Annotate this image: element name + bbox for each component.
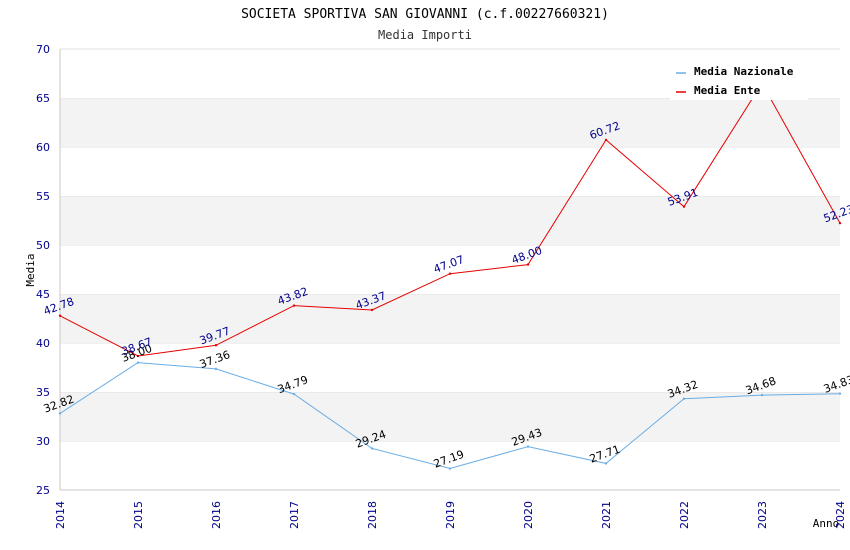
- y-tick-label: 50: [36, 239, 50, 252]
- y-tick-label: 70: [36, 43, 50, 56]
- y-tick-label: 55: [36, 190, 50, 203]
- data-point: [526, 263, 530, 266]
- data-point: [136, 361, 140, 364]
- chart-title: SOCIETA SPORTIVA SAN GIOVANNI (c.f.00227…: [241, 7, 609, 22]
- grid-band: [60, 245, 840, 294]
- y-tick-label: 40: [36, 337, 50, 350]
- data-point: [58, 412, 62, 415]
- legend-box: [670, 60, 808, 100]
- x-tick-label: 2021: [600, 501, 613, 529]
- data-point: [682, 397, 686, 400]
- x-tick-label: 2017: [288, 501, 301, 529]
- x-tick-label: 2014: [54, 501, 67, 529]
- x-tick-label: 2023: [756, 501, 769, 529]
- grid-band: [60, 147, 840, 196]
- x-tick-label: 2020: [522, 501, 535, 529]
- data-point: [526, 445, 530, 448]
- legend-label-ente: Media Ente: [694, 84, 761, 97]
- data-point: [682, 205, 686, 208]
- y-tick-label: 35: [36, 386, 50, 399]
- data-point: [604, 138, 608, 142]
- y-axis-label: Media: [24, 253, 37, 286]
- y-axis-ticks: 25 30 35 40 45 50 55 60 65 70: [36, 43, 50, 497]
- data-point: [838, 221, 842, 225]
- grid-band: [60, 392, 840, 441]
- x-tick-label: 2022: [678, 501, 691, 529]
- x-axis-ticks: 2014 2015 2016 2017 2018 2019 2020 2021 2022 2023…: [54, 501, 847, 529]
- data-point: [370, 308, 374, 312]
- data-point: [214, 367, 218, 371]
- y-tick-label: 25: [36, 484, 50, 497]
- grid-band: [60, 98, 840, 147]
- x-tick-label: 2019: [444, 501, 457, 529]
- grid-band: [60, 441, 840, 490]
- data-point: [292, 392, 296, 396]
- grid-band: [60, 294, 840, 343]
- data-point: [448, 272, 452, 275]
- x-tick-label: 2016: [210, 501, 223, 529]
- x-tick-label: 2024: [834, 501, 847, 529]
- data-point: [604, 462, 608, 465]
- y-tick-label: 30: [36, 435, 50, 448]
- y-tick-label: 45: [36, 288, 50, 301]
- y-tick-label: 60: [36, 141, 50, 154]
- data-point: [136, 354, 140, 358]
- x-tick-label: 2018: [366, 501, 379, 529]
- legend: Media Nazionale Media Ente: [670, 60, 808, 100]
- data-point: [838, 392, 842, 395]
- chart-subtitle: Media Importi: [378, 28, 472, 42]
- x-tick-label: 2015: [132, 501, 145, 529]
- data-point: [292, 304, 296, 307]
- data-point: [370, 447, 374, 450]
- data-point: [760, 393, 764, 397]
- y-tick-label: 65: [36, 92, 50, 105]
- data-point: [58, 314, 62, 317]
- grid-bands: [60, 48, 840, 490]
- data-point: [214, 344, 218, 347]
- x-axis-label: Anno: [813, 517, 840, 530]
- legend-label-nazionale: Media Nazionale: [694, 65, 794, 78]
- data-point: [448, 467, 452, 470]
- grid-band: [60, 196, 840, 245]
- grid-band: [60, 343, 840, 392]
